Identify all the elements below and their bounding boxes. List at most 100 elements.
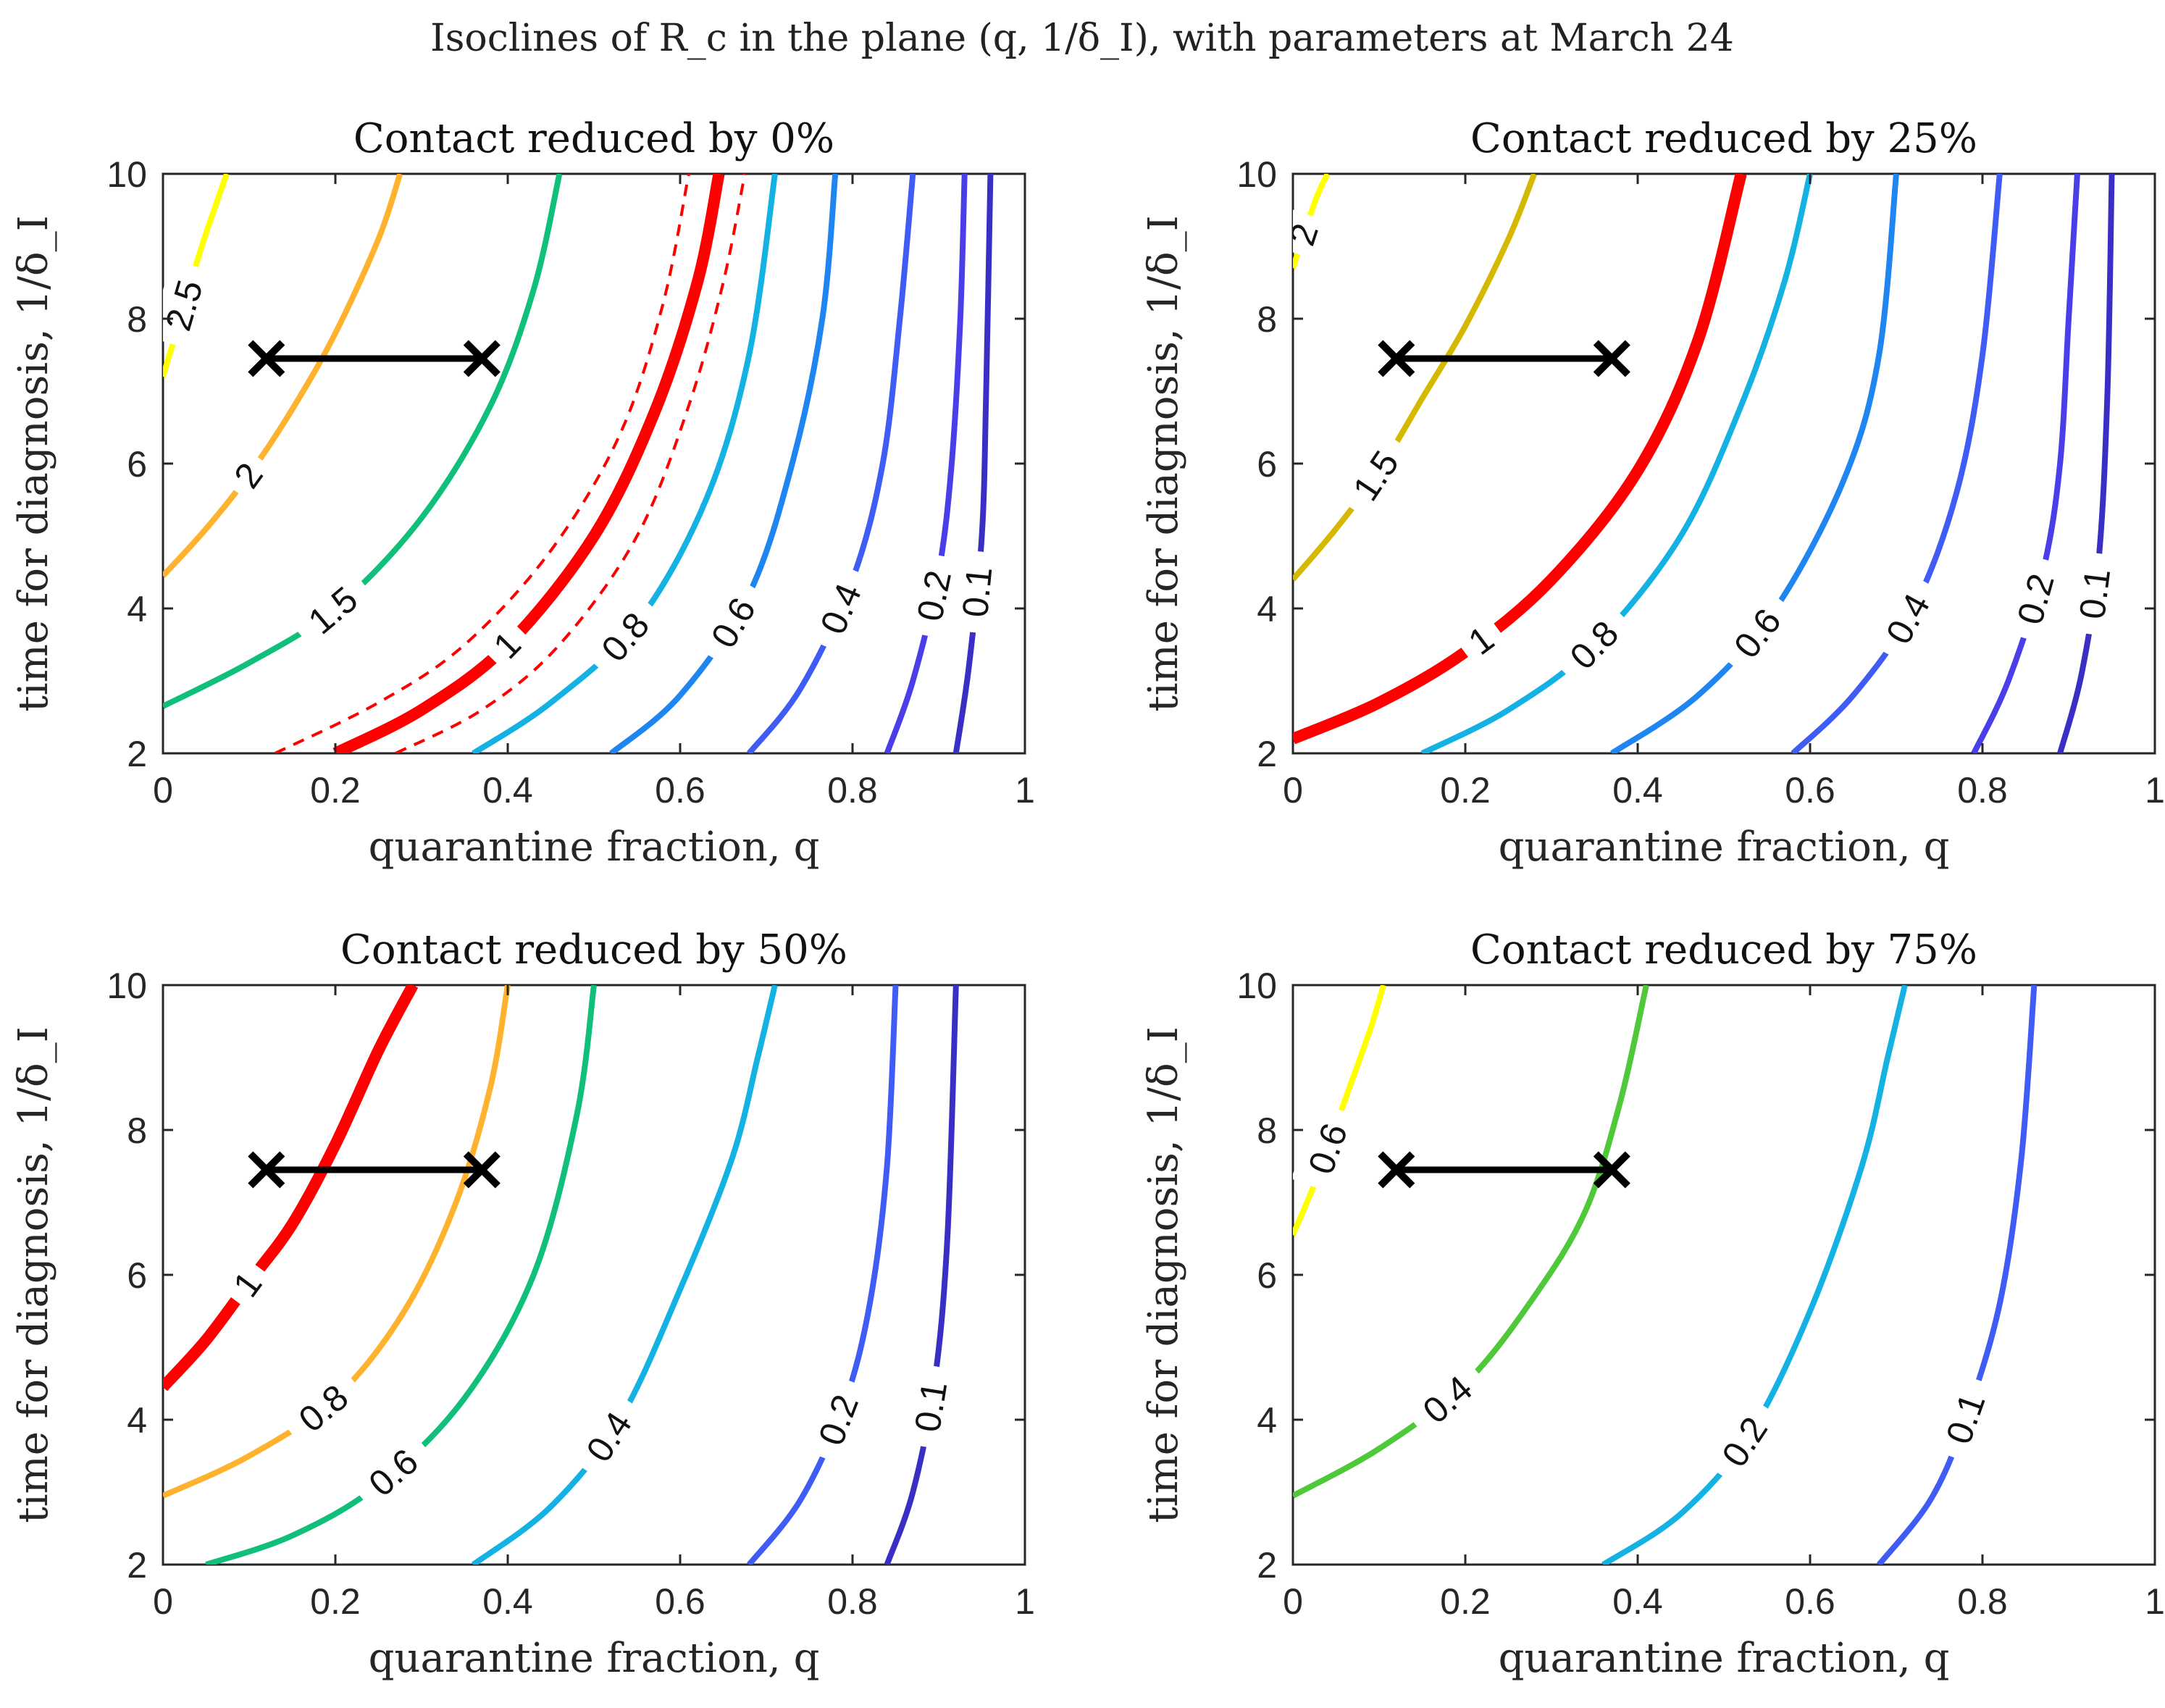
y-tick-label: 8: [127, 1110, 147, 1151]
isocline-curve: [163, 174, 403, 578]
isocline-curve: [1293, 174, 1331, 269]
isocline-curve: [1420, 174, 1813, 753]
isocline-curve: [332, 174, 725, 753]
y-tick-label: 10: [1236, 154, 1277, 195]
x-tick-label: 0.8: [1957, 1581, 2008, 1622]
cross-marker: [248, 340, 285, 377]
y-tick-label: 4: [127, 1400, 147, 1441]
isocline-curve: [163, 985, 419, 1391]
x-axis-label: quarantine fraction, q: [1499, 1635, 1950, 1682]
march-24-range-marker: [1378, 340, 1630, 377]
panel-title: Contact reduced by 25%: [1470, 115, 1977, 162]
isocline-curve: [952, 174, 994, 753]
x-tick-label: 0: [1283, 770, 1303, 811]
y-tick-label: 4: [1257, 1400, 1277, 1441]
y-tick-label: 2: [127, 734, 147, 774]
isocline-curve: [1791, 174, 2003, 753]
y-axis-label: time for diagnosis, 1/δ_I: [1140, 215, 1187, 712]
x-tick-label: 0.2: [1440, 770, 1491, 811]
cross-marker: [1378, 340, 1415, 377]
contour-label: 1: [1450, 608, 1512, 673]
cross-marker: [1593, 1151, 1630, 1189]
y-tick-label: 2: [127, 1545, 147, 1586]
x-tick-label: 0.8: [1957, 770, 2008, 811]
chart-panel: 21.51 0.8 0.6 0.4 0.2 0.10 0.2 0.4 0.6 0.8 1246810…: [1140, 115, 2165, 871]
contour-label: 0.1: [948, 549, 1006, 635]
y-tick-label: 10: [106, 154, 147, 195]
chart-panel: 10.80.60.4 0.2 0.10 0.2 0.4 0.6 0.8 1246810Cont…: [10, 926, 1035, 1682]
contour-label: 1: [215, 1253, 280, 1315]
y-tick-label: 2: [1257, 1545, 1277, 1586]
x-axis-label: quarantine fraction, q: [369, 1635, 820, 1682]
x-tick-label: 0.4: [482, 1581, 533, 1622]
isocline-curve: [1293, 985, 1649, 1499]
isocline-curve: [1971, 174, 2080, 753]
isocline-curve: [472, 174, 778, 753]
plot-area: [162, 984, 1026, 1566]
isocline-curve: [1293, 985, 1386, 1236]
isocline-curve: [472, 985, 778, 1565]
isocline-curve: [1601, 985, 1908, 1565]
cross-marker: [1378, 1151, 1415, 1189]
x-tick-label: 1: [2145, 770, 2165, 811]
panel-title: Contact reduced by 75%: [1470, 926, 1977, 974]
x-axis-label: quarantine fraction, q: [1499, 824, 1950, 871]
x-tick-label: 1: [2145, 1581, 2165, 1622]
cross-marker: [1593, 340, 1630, 377]
isocline-curve: [1610, 174, 1899, 753]
chart-panel: 2.521.51 0.8 0.6 0.4 0.20.10 0.2 0.4 0.6 0.8 1246…: [10, 115, 1035, 871]
panel-title: Contact reduced by 0%: [353, 115, 834, 162]
x-tick-label: 0.4: [1612, 1581, 1663, 1622]
panels: 2.521.51 0.8 0.6 0.4 0.20.10 0.2 0.4 0.6 0.8 1246…: [10, 115, 2165, 1682]
y-axis-label: time for diagnosis, 1/δ_I: [10, 215, 57, 712]
x-tick-label: 0.4: [1612, 770, 1663, 811]
y-tick-label: 2: [1257, 734, 1277, 774]
figure-title-text: Isoclines of R_c in the plane (q, 1/δ_I)…: [430, 17, 1734, 60]
isocline-curve: [163, 985, 511, 1499]
confidence-curve: [274, 174, 690, 753]
isocline-curve: [1293, 174, 1537, 582]
isocline-curve: [2057, 174, 2115, 753]
march-24-range-marker: [248, 1151, 501, 1189]
x-tick-label: 0.6: [1785, 1581, 1835, 1622]
y-tick-label: 4: [127, 589, 147, 629]
figure-title: Isoclines of R_c in the plane (q, 1/δ_I)…: [430, 17, 1734, 60]
y-tick-label: 6: [127, 444, 147, 485]
y-tick-label: 8: [1257, 1110, 1277, 1151]
x-tick-label: 0: [1283, 1581, 1303, 1622]
x-tick-label: 0.2: [310, 770, 361, 811]
y-tick-label: 6: [1257, 444, 1277, 485]
isocline-curve: [1293, 174, 1747, 745]
y-tick-label: 4: [1257, 589, 1277, 629]
isocline-curve: [884, 174, 968, 753]
x-tick-label: 0.8: [827, 1581, 878, 1622]
x-tick-label: 0.2: [310, 1581, 361, 1622]
contour-label: 0.1: [2065, 551, 2124, 637]
contour-label: 0.2: [2001, 553, 2071, 645]
x-tick-label: 0: [153, 1581, 173, 1622]
x-tick-label: 0: [153, 770, 173, 811]
y-axis-label: time for diagnosis, 1/δ_I: [10, 1026, 57, 1523]
x-tick-label: 0.4: [482, 770, 533, 811]
contour-label-text: 0.1: [955, 565, 1000, 619]
cross-marker: [463, 340, 501, 377]
x-tick-label: 0.6: [655, 770, 705, 811]
contour-label: 1: [475, 613, 540, 677]
isocline-curve: [884, 985, 959, 1565]
contour-label: 2: [217, 444, 280, 506]
y-tick-label: 6: [127, 1255, 147, 1296]
x-tick-label: 0.2: [1440, 1581, 1491, 1622]
y-tick-label: 10: [106, 966, 147, 1006]
x-tick-label: 1: [1015, 1581, 1035, 1622]
isocline-curve: [163, 174, 563, 709]
cross-marker: [248, 1151, 285, 1189]
march-24-range-marker: [248, 340, 501, 377]
y-tick-label: 10: [1236, 966, 1277, 1006]
y-tick-label: 8: [127, 299, 147, 340]
contour-label: 0.6: [1293, 1102, 1365, 1196]
march-24-range-marker: [1378, 1151, 1630, 1189]
isocline-curve: [747, 985, 899, 1565]
x-tick-label: 0.8: [827, 770, 878, 811]
contour-label-text: 0.1: [907, 1378, 955, 1434]
x-axis-label: quarantine fraction, q: [369, 824, 820, 871]
